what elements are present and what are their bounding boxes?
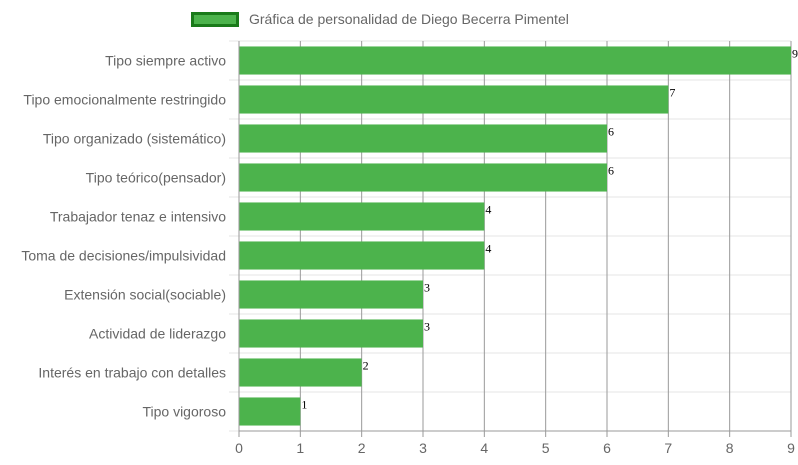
bar bbox=[239, 46, 791, 75]
x-tick-label: 5 bbox=[542, 440, 550, 456]
data-label: 4 bbox=[485, 241, 491, 255]
data-label: 6 bbox=[608, 124, 614, 138]
data-label: 3 bbox=[424, 319, 430, 333]
x-tick-label: 7 bbox=[664, 440, 672, 456]
x-tick-label: 9 bbox=[787, 440, 795, 456]
chart-legend[interactable]: Gráfica de personalidad de Diego Becerra… bbox=[191, 9, 569, 29]
bars bbox=[239, 46, 791, 426]
category-label: Extensión social(sociable) bbox=[64, 287, 226, 303]
bar bbox=[239, 202, 485, 231]
data-label: 7 bbox=[669, 85, 675, 99]
x-tick-label: 0 bbox=[235, 440, 243, 456]
axes bbox=[238, 41, 791, 437]
bar bbox=[239, 85, 669, 114]
bar bbox=[239, 241, 485, 270]
category-label: Tipo vigoroso bbox=[142, 404, 226, 420]
bar bbox=[239, 358, 362, 387]
category-label: Interés en trabajo con detalles bbox=[38, 365, 226, 381]
x-tick-label: 3 bbox=[419, 440, 427, 456]
category-label: Tipo siempre activo bbox=[105, 53, 226, 69]
category-label: Tipo teórico(pensador) bbox=[86, 170, 226, 186]
data-label: 9 bbox=[792, 46, 798, 60]
category-label: Toma de decisiones/impulsividad bbox=[21, 248, 226, 264]
x-tick-label: 1 bbox=[296, 440, 304, 456]
bar bbox=[239, 280, 423, 309]
data-label: 2 bbox=[363, 358, 369, 372]
x-tick-label: 6 bbox=[603, 440, 611, 456]
data-label: 3 bbox=[424, 280, 430, 294]
bar bbox=[239, 163, 607, 192]
category-label: Tipo emocionalmente restringido bbox=[23, 92, 226, 108]
data-label: 1 bbox=[301, 397, 307, 411]
bar bbox=[239, 124, 607, 153]
category-label: Actividad de liderazgo bbox=[89, 326, 226, 342]
data-label: 4 bbox=[485, 202, 491, 216]
data-label: 6 bbox=[608, 163, 614, 177]
x-tick-label: 2 bbox=[358, 440, 366, 456]
legend-swatch bbox=[191, 11, 239, 27]
labels: 9 Tipo siempre activo 7 Tipo emocionalmente… bbox=[21, 46, 798, 456]
x-tick-label: 4 bbox=[480, 440, 488, 456]
category-label: Tipo organizado (sistemático) bbox=[43, 131, 226, 147]
bar bbox=[239, 319, 423, 348]
legend-label: Gráfica de personalidad de Diego Becerra… bbox=[249, 11, 569, 27]
bar bbox=[239, 397, 301, 426]
x-tick-label: 8 bbox=[726, 440, 734, 456]
category-label: Trabajador tenaz e intensivo bbox=[50, 209, 226, 225]
